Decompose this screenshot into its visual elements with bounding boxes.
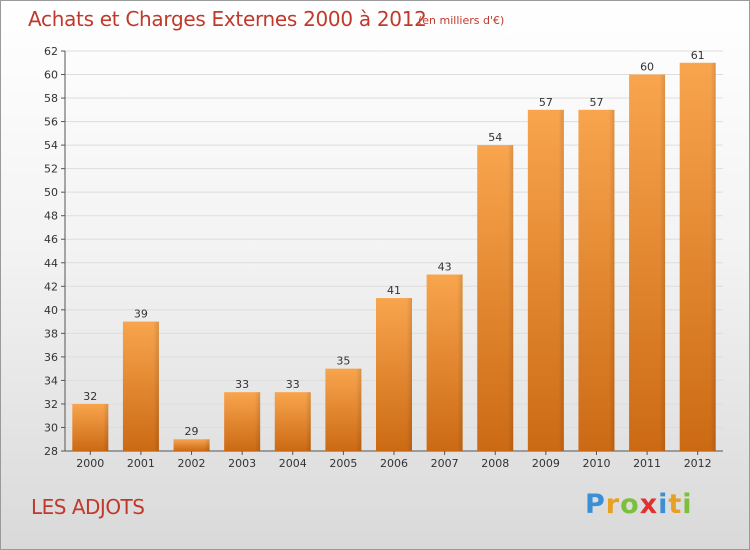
bars	[72, 62, 716, 451]
y-tick-label: 32	[44, 398, 58, 411]
logo-letter: i	[682, 489, 693, 520]
y-tick-label: 52	[44, 163, 58, 176]
labels: 28 30 32 34 36 38 40 42 44 46 48 50 52 54 56 58 60 62 2000…	[44, 45, 712, 470]
x-tick-label: 2003	[228, 457, 256, 470]
chart-subtitle: (en milliers d'€)	[418, 14, 505, 27]
y-tick-label: 46	[44, 233, 58, 246]
data-label: 57	[589, 96, 603, 109]
y-tick-label: 56	[44, 116, 58, 129]
data-label: 35	[336, 355, 350, 368]
bar-shade	[527, 109, 564, 451]
bar-shade	[679, 62, 716, 451]
x-tick-label: 2005	[329, 457, 357, 470]
x-tick-label: 2011	[633, 457, 661, 470]
y-tick-label: 48	[44, 210, 58, 223]
bar-shade	[72, 403, 109, 451]
bar-shade	[426, 274, 463, 451]
data-label: 61	[691, 49, 705, 62]
x-tick-label: 2000	[76, 457, 104, 470]
data-label: 57	[539, 96, 553, 109]
data-label: 54	[488, 131, 502, 144]
logo-letter: t	[668, 489, 683, 520]
y-tick-label: 54	[44, 139, 58, 152]
logo-letter: i	[658, 489, 669, 520]
y-tick-label: 38	[44, 327, 58, 340]
x-tick-label: 2001	[127, 457, 155, 470]
data-label: 39	[134, 308, 148, 321]
x-tick-label: 2008	[481, 457, 509, 470]
y-tick-label: 30	[44, 421, 58, 434]
data-label: 43	[438, 261, 452, 274]
y-tick-label: 42	[44, 280, 58, 293]
y-tick-label: 40	[44, 304, 58, 317]
y-tick-label: 28	[44, 445, 58, 458]
bar-shade	[578, 109, 615, 451]
logo-letter: P	[585, 489, 606, 520]
bar-shade	[173, 439, 210, 451]
y-tick-label: 50	[44, 186, 58, 199]
data-label: 33	[286, 378, 300, 391]
x-tick-label: 2009	[532, 457, 560, 470]
y-tick-label: 44	[44, 257, 58, 270]
bar-shade	[376, 298, 412, 451]
logo-letter: x	[639, 489, 659, 520]
y-tick-label: 60	[44, 69, 58, 82]
bar-shade	[122, 321, 159, 451]
logo-letter: o	[620, 489, 640, 520]
y-tick-label: 62	[44, 45, 58, 58]
y-tick-label: 58	[44, 92, 58, 105]
bar-shade	[629, 74, 666, 451]
place-name: LES ADJOTS	[31, 495, 145, 519]
y-tick-label: 34	[44, 374, 58, 387]
x-tick-label: 2004	[279, 457, 307, 470]
x-tick-label: 2012	[684, 457, 712, 470]
bar-shade	[224, 392, 261, 451]
bar-shade	[274, 392, 311, 451]
x-tick-label: 2002	[178, 457, 206, 470]
data-label: 29	[185, 425, 199, 438]
y-tick-label: 36	[44, 351, 58, 364]
data-label: 32	[83, 390, 97, 403]
logo-letter: r	[605, 489, 621, 520]
data-label: 41	[387, 284, 401, 297]
data-label: 33	[235, 378, 249, 391]
x-tick-label: 2006	[380, 457, 408, 470]
bar-shade	[477, 145, 514, 451]
chart-title: Achats et Charges Externes 2000 à 2012	[28, 7, 427, 31]
bar-shade	[325, 368, 362, 451]
proxiti-logo[interactable]: Proxiti	[585, 489, 693, 520]
data-label: 60	[640, 61, 654, 74]
x-tick-label: 2007	[431, 457, 459, 470]
x-tick-label: 2010	[582, 457, 610, 470]
